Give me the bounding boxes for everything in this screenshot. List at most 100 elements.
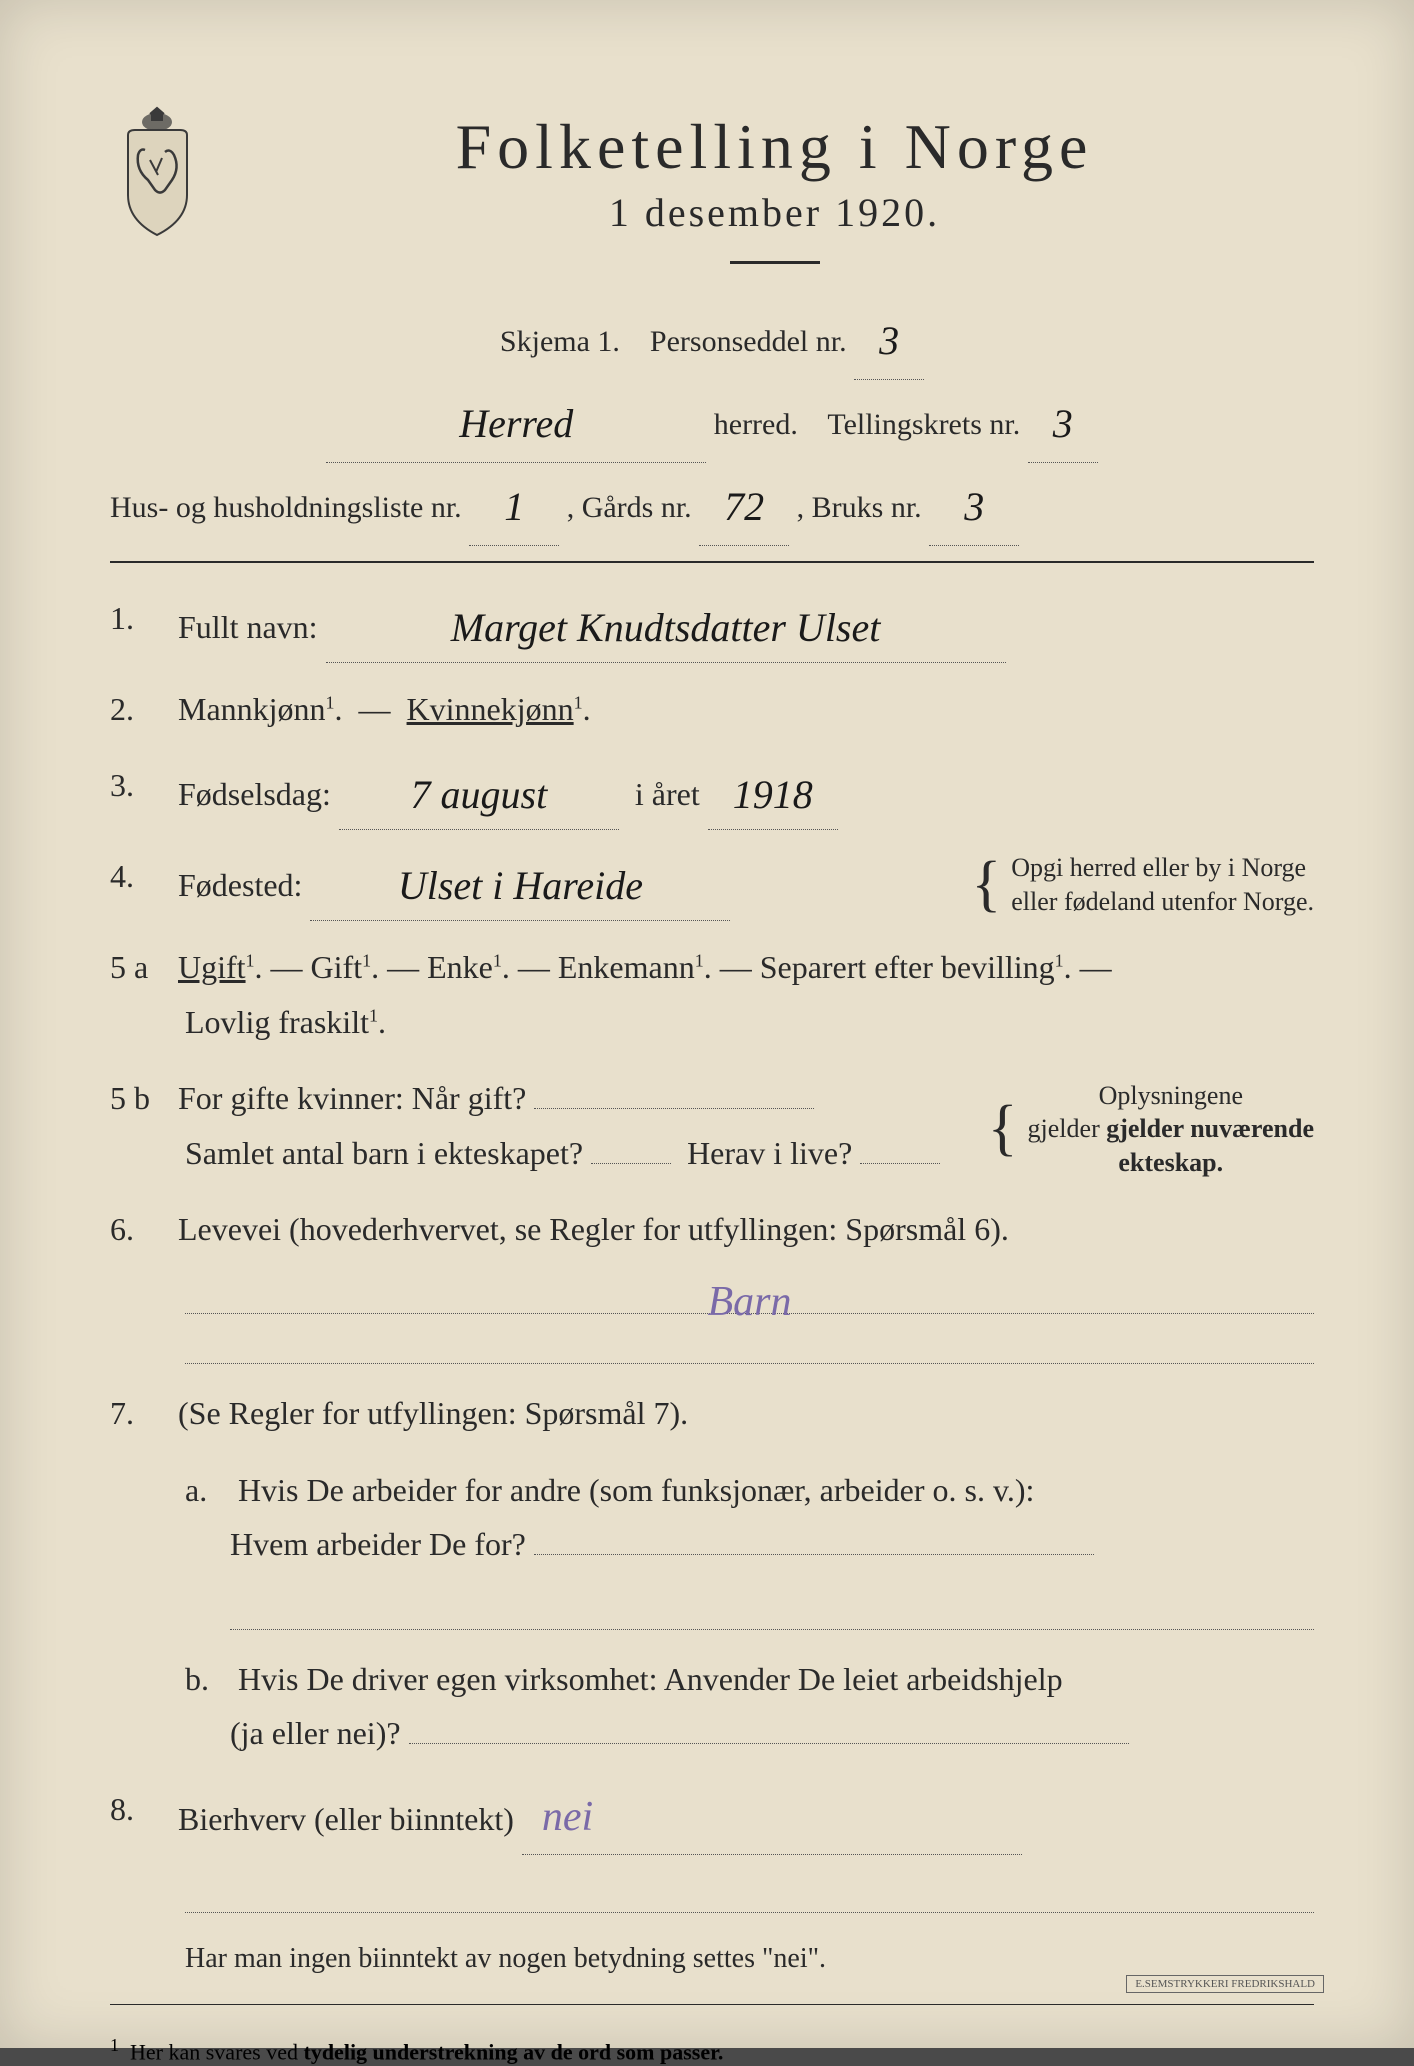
q2-sup-a: 1 bbox=[326, 692, 335, 712]
q4-note-2: eller fødeland utenfor Norge. bbox=[1011, 885, 1314, 919]
q2-sup-b: 1 bbox=[574, 692, 583, 712]
q2-opt-mann: Mannkjønn bbox=[178, 691, 326, 727]
footnote-row: 1 Her kan svares ved tydelig understrekn… bbox=[110, 2035, 1314, 2065]
herred-row: Herred herred. Tellingskrets nr. 3 bbox=[110, 383, 1314, 460]
q6-blank2 bbox=[185, 1328, 1314, 1364]
q6-value-line: Barn bbox=[185, 1278, 1314, 1314]
q7-row: 7. (Se Regler for utfyllingen: Spørsmål … bbox=[110, 1386, 1314, 1440]
census-form-page: Folketelling i Norge 1 desember 1920. Sk… bbox=[0, 0, 1414, 2048]
q7-num: 7. bbox=[110, 1386, 170, 1440]
q6-label: Levevei (hovederhvervet, se Regler for u… bbox=[178, 1211, 1009, 1247]
q4-label: Fødested: bbox=[178, 867, 302, 903]
q5a-sup3: 1 bbox=[695, 951, 704, 971]
title-divider bbox=[730, 261, 820, 264]
tellingskrets-label: Tellingskrets nr. bbox=[827, 408, 1020, 441]
q5b-field1 bbox=[534, 1108, 814, 1109]
q5b-field3 bbox=[860, 1163, 940, 1164]
header-divider bbox=[110, 561, 1314, 563]
herred-label: herred. bbox=[714, 408, 798, 441]
q5b-note-3: ekteskap. bbox=[1028, 1146, 1314, 1180]
q8-value: nei bbox=[542, 1794, 593, 1840]
q5a-ugift: Ugift bbox=[178, 949, 246, 985]
q5a-separert: Separert efter bevilling bbox=[760, 949, 1055, 985]
q5b-label1: For gifte kvinner: Når gift? bbox=[178, 1080, 526, 1116]
q4-value: Ulset i Hareide bbox=[310, 852, 730, 921]
q6-row: 6. Levevei (hovederhvervet, se Regler fo… bbox=[110, 1202, 1314, 1256]
title-block: Folketelling i Norge 1 desember 1920. bbox=[235, 90, 1314, 294]
footnote-text: Her kan svares ved tydelig understreknin… bbox=[130, 2040, 723, 2065]
q4-num: 4. bbox=[110, 849, 170, 903]
q7a-field bbox=[534, 1554, 1094, 1555]
q3-year: 1918 bbox=[708, 761, 838, 830]
q7b-label2: (ja eller nei)? bbox=[230, 1715, 401, 1751]
q5a-sup4: 1 bbox=[1055, 951, 1064, 971]
coat-of-arms-icon bbox=[110, 100, 205, 240]
q4-note-1: Opgi herred eller by i Norge bbox=[1011, 851, 1314, 885]
q5b-note: Oplysningene gjelder gjelder nuværende e… bbox=[1028, 1079, 1314, 1180]
bruks-nr: 3 bbox=[929, 469, 1019, 546]
q1-row: 1. Fullt navn: Marget Knudtsdatter Ulset bbox=[110, 591, 1314, 660]
brace-icon: { bbox=[972, 860, 1002, 910]
personseddel-label: Personseddel nr. bbox=[650, 325, 847, 358]
q5b-label3: Herav i live? bbox=[687, 1135, 852, 1171]
q5b-note-block: { Oplysningene gjelder gjelder nuværende… bbox=[988, 1079, 1314, 1180]
q8-label: Bierhverv (eller biinntekt) bbox=[178, 1801, 514, 1837]
q2-num: 2. bbox=[110, 682, 170, 736]
q5a-sup5: 1 bbox=[369, 1005, 378, 1025]
q5b-row: 5 b For gifte kvinner: Når gift? Samlet … bbox=[110, 1071, 1314, 1180]
q5b-num: 5 b bbox=[110, 1071, 170, 1125]
footnote-num: 1 bbox=[110, 2035, 119, 2055]
skjema-label: Skjema 1. bbox=[500, 325, 620, 358]
q1-label: Fullt navn: bbox=[178, 609, 318, 645]
q7b-field bbox=[409, 1743, 1129, 1744]
q7a-num: a. bbox=[185, 1463, 230, 1517]
bruks-label: , Bruks nr. bbox=[797, 491, 922, 524]
q5b-note-2: gjelder gjelder nuværende bbox=[1028, 1112, 1314, 1146]
q7a-label1: Hvis De arbeider for andre (som funksjon… bbox=[238, 1472, 1034, 1508]
q1-num: 1. bbox=[110, 591, 170, 645]
q5a-fraskilt: Lovlig fraskilt bbox=[185, 1004, 369, 1040]
q5a-sup0: 1 bbox=[246, 951, 255, 971]
subtitle: 1 desember 1920. bbox=[235, 189, 1314, 236]
gards-label: , Gårds nr. bbox=[567, 491, 692, 524]
q7b-label1: Hvis De driver egen virksomhet: Anvender… bbox=[238, 1661, 1063, 1697]
q8-row: 8. Bierhverv (eller biinntekt) nei bbox=[110, 1782, 1314, 1854]
q7-label: (Se Regler for utfyllingen: Spørsmål 7). bbox=[178, 1395, 688, 1431]
husliste-nr: 1 bbox=[469, 469, 559, 546]
q7b-num: b. bbox=[185, 1652, 230, 1706]
q3-row: 3. Fødselsdag: 7 august i året 1918 bbox=[110, 758, 1314, 827]
footnote-divider bbox=[110, 2004, 1314, 2005]
q5b-note-1: Oplysningene bbox=[1028, 1079, 1314, 1113]
q8-field: nei bbox=[522, 1782, 1022, 1854]
q3-label: Fødselsdag: bbox=[178, 776, 331, 812]
q1-value: Marget Knudtsdatter Ulset bbox=[326, 594, 1006, 663]
q3-mid: i året bbox=[635, 776, 700, 812]
brace-icon: { bbox=[988, 1104, 1018, 1154]
ekt: ekteskap. bbox=[1118, 1148, 1223, 1177]
q5a-sup2: 1 bbox=[493, 951, 502, 971]
q4-note-block: { Opgi herred eller by i Norge eller fød… bbox=[972, 851, 1315, 919]
q4-note: Opgi herred eller by i Norge eller fødel… bbox=[1011, 851, 1314, 919]
q5a-enkemann: Enkemann bbox=[558, 949, 695, 985]
q7a-row: a. Hvis De arbeider for andre (som funks… bbox=[185, 1463, 1314, 1572]
q2-row: 2. Mannkjønn1. — Kvinnekjønn1. bbox=[110, 682, 1314, 736]
q5a-gift: Gift bbox=[311, 949, 363, 985]
q7b-row: b. Hvis De driver egen virksomhet: Anven… bbox=[185, 1652, 1314, 1761]
q8-num: 8. bbox=[110, 1782, 170, 1836]
q4-row: 4. Fødested: Ulset i Hareide { Opgi herr… bbox=[110, 849, 1314, 918]
q5b-main: 5 b For gifte kvinner: Når gift? Samlet … bbox=[110, 1071, 940, 1180]
gards-nr: 72 bbox=[699, 469, 789, 546]
q3-day: 7 august bbox=[339, 761, 619, 830]
skjema-row: Skjema 1. Personseddel nr. 3 bbox=[110, 300, 1314, 377]
q6-value: Barn bbox=[708, 1279, 792, 1325]
q5a-row: 5 a Ugift1. — Gift1. — Enke1. — Enkemann… bbox=[110, 940, 1314, 1049]
q5b-label2: Samlet antal barn i ekteskapet? bbox=[185, 1135, 583, 1171]
nuv: gjelder nuværende bbox=[1106, 1114, 1314, 1143]
q2-opt-kvinne: Kvinnekjønn bbox=[407, 691, 574, 727]
husliste-label: Hus- og husholdningsliste nr. bbox=[110, 491, 462, 524]
q4-main: 4. Fødested: Ulset i Hareide bbox=[110, 849, 730, 918]
printer-mark: E.SEMSTRYKKERI FREDRIKSHALD bbox=[1126, 1975, 1324, 1993]
q5b-field2 bbox=[591, 1163, 671, 1164]
husliste-row: Hus- og husholdningsliste nr. 1 , Gårds … bbox=[110, 466, 1314, 543]
tellingskrets-nr: 3 bbox=[1028, 386, 1098, 463]
